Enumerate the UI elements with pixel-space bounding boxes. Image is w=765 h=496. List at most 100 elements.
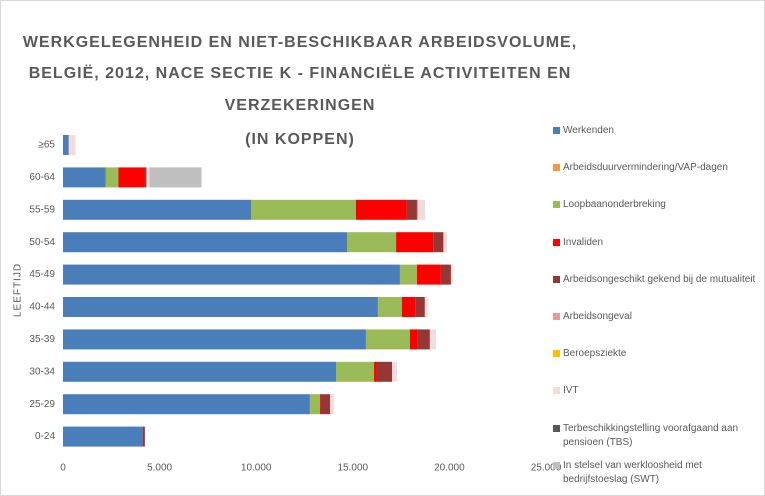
bar-segment — [118, 167, 145, 188]
y-tick-label: 60-64 — [29, 172, 55, 183]
y-tick-label: 30-34 — [29, 366, 55, 377]
chart-title: VERZEKERINGEN — [225, 97, 376, 114]
bar-segment — [355, 199, 407, 220]
y-tick-label: 40-44 — [29, 302, 55, 313]
bar-segment — [63, 167, 106, 188]
x-tick-label: 10.000 — [241, 463, 272, 474]
legend-entry: Terbeschikkingstelling voorafgaand aan p… — [553, 422, 765, 450]
bar-segment — [417, 329, 430, 350]
chart-title: (IN KOPPEN) — [245, 131, 355, 148]
bar-segment — [424, 297, 428, 317]
bar-segment — [149, 167, 202, 188]
bar-segment — [415, 297, 425, 317]
x-tick-label: 5.000 — [147, 463, 172, 474]
bar-segment — [440, 264, 451, 285]
bar-segment — [63, 329, 366, 350]
legend-swatch — [553, 461, 560, 469]
bar-segment — [142, 426, 145, 447]
legend-label: Arbeidsongeschikt gekend bij de mutualit… — [563, 273, 756, 285]
bar-segment — [309, 394, 320, 415]
bar-segment — [365, 329, 410, 350]
bar-segment — [406, 199, 417, 220]
bar-segment — [63, 232, 348, 253]
x-tick-label: 20.000 — [434, 463, 465, 474]
y-tick-label: 25-29 — [29, 399, 55, 410]
bar-segment — [105, 167, 119, 188]
legend-label: IVT — [563, 385, 579, 397]
bar-segment — [63, 135, 69, 155]
legend-label: Loopbaanonderbreking — [563, 199, 666, 211]
bar-segment — [450, 264, 453, 285]
legend-swatch — [553, 201, 560, 209]
bar-segment — [347, 232, 397, 253]
legend-label: Werkenden — [563, 125, 614, 136]
bar-segment — [377, 297, 402, 317]
legend-label: Invaliden — [563, 236, 604, 248]
legend-label: Arbeidsduurvermindering/VAP-dagen — [563, 162, 728, 174]
bar-segment — [68, 135, 76, 155]
legend-label: Arbeidsongeval — [563, 311, 632, 322]
chart-title: WERKGELEGENHEID EN NIET-BESCHIKBAAR ARBE… — [23, 34, 577, 51]
y-tick-label: 35-39 — [29, 334, 55, 345]
legend-swatch — [553, 350, 560, 358]
bar-segment — [319, 394, 321, 415]
chart-title: BELGIË, 2012, NACE SECTIE K - FINANCIËLE… — [29, 64, 572, 82]
bar-segment — [250, 199, 356, 220]
y-tick-label: 45-49 — [29, 269, 55, 280]
bar-segment — [399, 264, 417, 285]
bar-segment — [401, 297, 416, 317]
bar-segment — [392, 361, 398, 382]
legend-label: In stelsel van werkloosheid met bedrijfs… — [563, 459, 702, 485]
x-tick-label: 15.000 — [338, 463, 369, 474]
legend-entry: Arbeidsduurvermindering/VAP-dagen — [553, 161, 765, 175]
legend-swatch — [553, 275, 560, 283]
legend-entry: Arbeidsongeval — [553, 310, 765, 324]
x-tick-label: 25.000 — [531, 463, 562, 474]
bar-segment — [335, 361, 375, 382]
y-axis-label: LEEFTIJD — [13, 263, 24, 317]
bar-segment — [63, 199, 251, 220]
bar-segment — [443, 232, 445, 253]
legend-entry: In stelsel van werkloosheid met bedrijfs… — [553, 459, 765, 487]
bar-segment — [63, 394, 310, 415]
bar-segment — [63, 297, 378, 317]
bar-segment — [416, 199, 419, 220]
y-tick-label: 0-24 — [35, 431, 55, 442]
bar-segment — [146, 167, 150, 188]
legend-swatch — [553, 387, 560, 395]
bar-segment — [374, 361, 377, 382]
bar-segment — [409, 329, 418, 350]
legend-entry: Werkenden — [553, 124, 765, 138]
bar-segment — [63, 264, 400, 285]
bar-segment — [376, 361, 393, 382]
legend-label: Beroepsziekte — [563, 348, 627, 360]
legend-entry: Loopbaanonderbreking — [553, 198, 765, 212]
legend-swatch — [553, 127, 560, 134]
x-tick-label: 0 — [60, 463, 66, 474]
legend-swatch — [553, 313, 560, 320]
legend-swatch — [553, 164, 560, 172]
bar-segment — [63, 426, 143, 447]
bar-segment — [416, 264, 441, 285]
bar-segment — [320, 394, 331, 415]
bar-segment — [396, 232, 434, 253]
bar-segment — [444, 232, 448, 253]
legend-label: Terbeschikkingstelling voorafgaand aan p… — [563, 422, 739, 448]
bar-segment — [144, 167, 147, 188]
y-tick-label: 50-54 — [29, 237, 55, 248]
legend-swatch — [553, 424, 560, 432]
legend-entry: IVT — [553, 384, 765, 398]
legend-swatch — [553, 238, 560, 246]
legend-entry: Invaliden — [553, 236, 765, 250]
bar-segment — [144, 426, 146, 447]
bar-segment — [433, 232, 444, 253]
bar-segment — [429, 329, 436, 350]
y-tick-label: ≥65 — [38, 140, 55, 151]
bar-segment — [63, 361, 336, 382]
bar-segment — [418, 199, 426, 220]
legend-entry: Arbeidsongeschikt gekend bij de mutualit… — [553, 273, 765, 287]
legend-entry: Beroepsziekte — [553, 347, 765, 361]
bar-segment — [330, 394, 334, 415]
